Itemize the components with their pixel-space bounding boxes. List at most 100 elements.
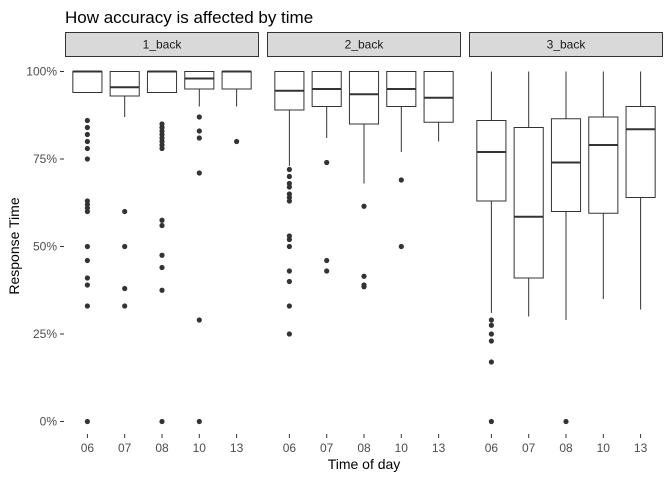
- y-tick-label: 25%: [33, 327, 57, 341]
- outlier-point: [286, 166, 292, 173]
- box-1_back-07: [109, 71, 140, 309]
- x-tick-label: 13: [230, 441, 244, 455]
- box-3_back-07: [513, 71, 544, 317]
- outlier-point: [488, 322, 494, 328]
- outlier-point: [488, 418, 494, 425]
- facet-strip: [65, 32, 259, 57]
- outlier-point: [84, 131, 90, 138]
- facet-2_back: 2_back 06 07 08 10 13: [267, 32, 461, 455]
- x-tick-label: 08: [357, 441, 371, 455]
- y-tick-label: 50%: [33, 240, 57, 254]
- outlier-point: [488, 317, 494, 323]
- box-1_back-13: [221, 70, 252, 145]
- x-tick-label: 07: [118, 441, 132, 455]
- outlier-point: [196, 170, 202, 176]
- outlier-point: [84, 257, 90, 264]
- x-tick-label: 08: [559, 441, 573, 455]
- x-tick-label: 08: [155, 441, 169, 455]
- box-2_back-13: [423, 71, 454, 142]
- box-iqr: [72, 71, 103, 93]
- outlier-point: [398, 177, 404, 183]
- y-tick-label: 75%: [33, 152, 57, 166]
- outlier-point: [159, 222, 165, 229]
- y-axis: 0% 25% 50% 75% 100%: [26, 65, 64, 429]
- box-1_back-10: [184, 71, 215, 425]
- outlier-point: [324, 268, 330, 274]
- outlier-point: [286, 243, 292, 250]
- outlier-point: [234, 138, 240, 145]
- outlier-point: [122, 303, 128, 309]
- facet-strip-label: 3_back: [547, 38, 587, 52]
- x-tick-label: 10: [597, 441, 611, 455]
- x-tick-label: 10: [395, 441, 409, 455]
- x-axis-title: Time of day: [328, 456, 401, 472]
- x-tick-label: 07: [320, 441, 334, 455]
- facet-3_back: 3_back 06 07 08 10 13: [469, 32, 663, 455]
- y-tick-label: 100%: [26, 65, 57, 79]
- facet-strip-label: 1_back: [143, 38, 183, 52]
- outlier-point: [84, 303, 90, 309]
- outlier-point: [488, 331, 494, 337]
- outlier-point: [361, 284, 367, 290]
- box-iqr: [513, 127, 544, 279]
- box-1_back-08: [146, 70, 178, 425]
- y-tick-label: 0%: [40, 415, 58, 429]
- x-tick-label: 06: [283, 441, 297, 455]
- outlier-point: [286, 173, 292, 180]
- outlier-point: [84, 156, 90, 162]
- outlier-point: [84, 418, 90, 425]
- facet-strip: [267, 32, 461, 57]
- facet-1_back: 1_back 06 07 08 10 13: [65, 32, 259, 455]
- outlier-point: [286, 303, 292, 309]
- outlier-point: [84, 208, 90, 215]
- outlier-point: [324, 257, 330, 264]
- outlier-point: [286, 198, 292, 204]
- box-iqr: [625, 106, 656, 198]
- outlier-point: [488, 359, 494, 365]
- outlier-point: [488, 338, 494, 344]
- box-3_back-10: [588, 71, 619, 299]
- x-tick-label: 13: [634, 441, 648, 455]
- box-1_back-06: [72, 70, 103, 425]
- outlier-point: [84, 145, 90, 152]
- box-iqr: [146, 71, 178, 93]
- outlier-point: [563, 418, 569, 425]
- box-3_back-06: [476, 71, 507, 425]
- outlier-point: [196, 114, 202, 120]
- outlier-point: [159, 287, 165, 293]
- outlier-point: [286, 268, 292, 274]
- box-2_back-07: [311, 71, 342, 274]
- box-iqr: [348, 71, 380, 125]
- box-3_back-08: [550, 71, 582, 425]
- x-tick-label: 07: [522, 441, 536, 455]
- outlier-point: [159, 145, 165, 152]
- outlier-point: [286, 278, 292, 285]
- outlier-point: [159, 418, 165, 425]
- chart-title: How accuracy is affected by time: [65, 8, 313, 27]
- x-tick-label: 06: [81, 441, 95, 455]
- outlier-point: [286, 331, 292, 337]
- box-iqr: [588, 116, 619, 214]
- outlier-point: [159, 217, 165, 223]
- facet-strip: [469, 32, 663, 57]
- outlier-point: [196, 317, 202, 323]
- outlier-point: [196, 128, 202, 134]
- outlier-point: [122, 208, 128, 215]
- outlier-point: [84, 138, 90, 145]
- outlier-point: [159, 252, 165, 258]
- outlier-point: [159, 264, 165, 271]
- facet-panels: 1_back 06 07 08 10 13 2_back 06 07 08 10 13 3_back 06…: [65, 32, 663, 455]
- outlier-point: [84, 117, 90, 124]
- outlier-point: [84, 124, 90, 131]
- outlier-point: [286, 184, 292, 190]
- outlier-point: [122, 243, 128, 250]
- box-iqr: [476, 120, 507, 202]
- outlier-point: [286, 236, 292, 243]
- box-2_back-08: [348, 71, 380, 290]
- outlier-point: [196, 135, 202, 141]
- outlier-point: [361, 203, 367, 209]
- outlier-point: [84, 282, 90, 288]
- box-iqr: [550, 118, 582, 212]
- outlier-point: [122, 285, 128, 292]
- outlier-point: [84, 243, 90, 250]
